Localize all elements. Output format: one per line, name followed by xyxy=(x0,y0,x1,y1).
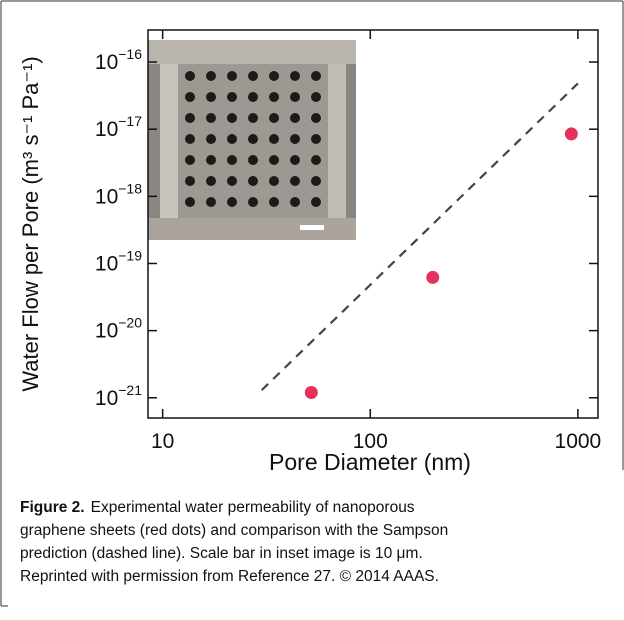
inset-hole xyxy=(248,71,258,81)
inset-hole xyxy=(185,71,195,81)
y-tick-exponent: −21 xyxy=(118,382,142,398)
y-tick-label: 10−21 xyxy=(95,382,142,410)
inset-hole xyxy=(269,197,279,207)
caption-line: Experimental water permeability of nanop… xyxy=(91,499,415,516)
x-tick-label: 1000 xyxy=(555,430,602,453)
caption-line: Reprinted with permission from Reference… xyxy=(20,568,439,585)
y-tick-label: 10−16 xyxy=(95,46,142,74)
inset-hole xyxy=(185,92,195,102)
y-tick-base: 10 xyxy=(95,118,118,141)
inset-hole xyxy=(206,92,216,102)
inset-hole xyxy=(290,134,300,144)
y-tick-exponent: −18 xyxy=(118,180,142,196)
y-tick-exponent: −16 xyxy=(118,46,142,62)
y-tick-base: 10 xyxy=(95,51,118,74)
caption: Figure 2. Experimental water permeability… xyxy=(20,499,448,585)
inset-hole xyxy=(311,176,321,186)
y-tick-exponent: −20 xyxy=(118,315,142,331)
y-tick-base: 10 xyxy=(95,387,118,410)
inset-hole xyxy=(269,134,279,144)
inset-hole xyxy=(290,71,300,81)
inset-hole xyxy=(227,92,237,102)
inset-hole xyxy=(185,155,195,165)
inset-top-bar xyxy=(148,40,356,64)
x-tick-label: 100 xyxy=(353,430,388,453)
inset-hole xyxy=(206,71,216,81)
inset-hole xyxy=(227,113,237,123)
inset-hole xyxy=(269,155,279,165)
y-tick-exponent: −17 xyxy=(118,113,142,129)
x-axis-label: Pore Diameter (nm) xyxy=(269,449,471,475)
inset-hole xyxy=(311,71,321,81)
y-tick-exponent: −19 xyxy=(118,247,142,263)
inset-hole xyxy=(227,176,237,186)
y-tick-label: 10−18 xyxy=(95,180,142,208)
data-point xyxy=(564,127,578,141)
y-tick-base: 10 xyxy=(95,320,118,343)
inset-hole xyxy=(248,113,258,123)
inset-hole xyxy=(248,92,258,102)
inset-hole xyxy=(269,176,279,186)
inset-hole xyxy=(227,197,237,207)
inset-hole xyxy=(290,155,300,165)
inset-hole xyxy=(311,113,321,123)
inset-hole xyxy=(227,155,237,165)
caption-line: prediction (dashed line). Scale bar in i… xyxy=(20,545,423,562)
inset-hole xyxy=(206,197,216,207)
inset-hole xyxy=(185,197,195,207)
inset-hole xyxy=(206,176,216,186)
x-tick-label: 10 xyxy=(151,430,174,453)
y-tick-base: 10 xyxy=(95,252,118,275)
inset-hole xyxy=(206,155,216,165)
plot-frame xyxy=(147,29,599,419)
inset-hole xyxy=(206,113,216,123)
inset-hole xyxy=(290,113,300,123)
inset-left-bar xyxy=(160,64,178,218)
inset-hole xyxy=(227,71,237,81)
inset-hole xyxy=(290,92,300,102)
inset-right-bar xyxy=(328,64,346,218)
inset-hole xyxy=(185,113,195,123)
inset-hole xyxy=(290,176,300,186)
inset-bottom-bar xyxy=(148,218,356,240)
inset-hole xyxy=(311,197,321,207)
inset-hole xyxy=(206,134,216,144)
inset-hole xyxy=(248,197,258,207)
y-axis-label: Water Flow per Pore (m³ s⁻¹ Pa⁻¹) xyxy=(18,56,43,391)
inset-scale-bar xyxy=(300,225,324,230)
data-point xyxy=(426,270,440,284)
inset-hole xyxy=(248,176,258,186)
inset-hole xyxy=(290,197,300,207)
inset-hole xyxy=(269,92,279,102)
y-tick-label: 10−17 xyxy=(95,113,142,141)
inset-hole xyxy=(185,176,195,186)
inset-hole xyxy=(269,113,279,123)
frame xyxy=(0,0,624,607)
inset-hole xyxy=(227,134,237,144)
inset-hole xyxy=(248,134,258,144)
y-tick-base: 10 xyxy=(95,185,118,208)
inset-image xyxy=(148,40,356,240)
y-tick-label: 10−20 xyxy=(95,315,142,343)
y-tick-label: 10−19 xyxy=(95,247,142,275)
inset-hole xyxy=(311,155,321,165)
inset-hole xyxy=(185,134,195,144)
inset-hole xyxy=(269,71,279,81)
inset-hole xyxy=(248,155,258,165)
caption-line: graphene sheets (red dots) and compariso… xyxy=(20,522,448,539)
data-point xyxy=(304,385,318,399)
inset-hole xyxy=(311,134,321,144)
inset-hole xyxy=(311,92,321,102)
caption-label: Figure 2. xyxy=(20,499,85,516)
